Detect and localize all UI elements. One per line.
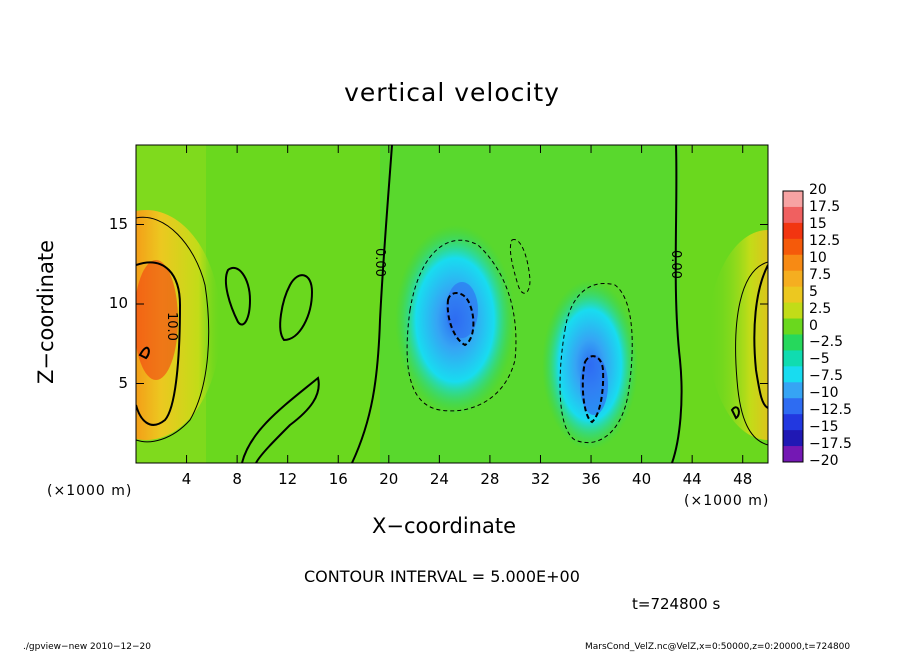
colorbar-swatch [783, 238, 803, 256]
colorbar-frame [782, 190, 804, 463]
x-tick-label: 36 [581, 470, 601, 488]
footer-right: MarsCond_VelZ.nc@VelZ,x=0:50000,z=0:2000… [585, 642, 851, 652]
x-unit-label-right: (×1000 m) [684, 493, 770, 509]
y-axis-label: Z−coordinate [34, 240, 58, 384]
colorbar-swatch [783, 398, 803, 415]
colorbar [782, 190, 804, 463]
colorbar-label: 0 [809, 317, 818, 334]
x-tick-label: 24 [429, 470, 449, 488]
contour-15-right [730, 406, 740, 420]
y-tick-label: 15 [108, 214, 128, 233]
colorbar-swatch [783, 350, 803, 367]
contour-label-zero-1: 0.00 [372, 248, 387, 277]
colorbar-label: 2.5 [809, 300, 832, 317]
y-axis-ticks [136, 224, 768, 384]
colorbar-label: −15 [809, 419, 839, 436]
x-tick-label: 16 [328, 470, 348, 488]
x-tick-label: 44 [682, 470, 702, 488]
x-axis-label: X−coordinate [372, 514, 516, 538]
colorbar-swatch [783, 446, 803, 463]
colorbar-label: −10 [809, 385, 839, 402]
colorbar-label: 7.5 [809, 266, 832, 283]
colorbar-label: −5 [809, 351, 830, 368]
colorbar-swatch [783, 286, 803, 304]
x-tick-label: 20 [379, 470, 399, 488]
x-unit-label-left: (×1000 m) [47, 483, 133, 499]
contour-15-left [138, 346, 150, 360]
zero-contour-line-2 [671, 145, 683, 463]
updraft-left-core [136, 260, 178, 380]
colorbar-swatch [783, 366, 803, 383]
colorbar-swatch [783, 254, 803, 272]
colorbar-label: −20 [809, 453, 839, 469]
x-tick-label: 48 [733, 470, 753, 488]
x-tick-label: 40 [632, 470, 652, 488]
x-tick-label: 8 [232, 470, 242, 488]
colorbar-label: −17.5 [809, 436, 852, 453]
heatmap-field [136, 145, 768, 463]
contour-label-ten: 10.0 [164, 312, 179, 341]
y-tick-label: 5 [118, 373, 128, 392]
x-tick-label: 12 [278, 470, 298, 488]
colorbar-label: 15 [809, 215, 827, 232]
contour-5-right [735, 261, 768, 446]
contour-neg10-right [581, 355, 605, 424]
contour-5-left [136, 216, 210, 443]
colorbar-swatch [783, 302, 803, 320]
colorbar-swatch [783, 222, 803, 240]
updraft-right [708, 230, 768, 440]
footer-left: ./gpview−new 2010−12−20 [23, 642, 151, 652]
colorbar-swatch [783, 206, 803, 224]
colorbar-label: −7.5 [809, 368, 843, 385]
contour-neg5-small [509, 239, 531, 294]
chart-title: vertical velocity [344, 78, 560, 107]
colorbar-label: 10 [809, 249, 827, 266]
colorbar-swatch [783, 430, 803, 447]
x-axis-ticks [186, 145, 744, 463]
heatmap-plot-area: 0.00 0.00 10.0 [135, 144, 769, 464]
colorbar-swatch [783, 334, 803, 351]
contour-positive-blob-3 [241, 376, 320, 463]
contour-10-right [753, 264, 768, 409]
colorbar-label: −2.5 [809, 334, 843, 351]
colorbar-swatch [783, 270, 803, 288]
zero-contour-line-1 [351, 145, 393, 463]
colorbar-label: −12.5 [809, 402, 852, 419]
colorbar-label: 20 [809, 182, 827, 198]
contour-label-zero-2: 0.00 [668, 250, 683, 279]
contour-10-left [136, 261, 182, 426]
contour-interval-label: CONTOUR INTERVAL = 5.000E+00 [304, 567, 580, 586]
downdraft-left-core [446, 282, 478, 338]
x-tick-label: 4 [181, 470, 192, 488]
contour-neg5-right [559, 283, 633, 444]
colorbar-swatch [783, 382, 803, 399]
colorbar-swatch [783, 414, 803, 431]
x-tick-label: 28 [480, 470, 500, 488]
colorbar-label: 12.5 [809, 232, 841, 249]
time-label: t=724800 s [632, 595, 721, 613]
contour-positive-blob-1 [224, 267, 252, 326]
colorbar-label: 17.5 [809, 198, 841, 215]
contour-positive-blob-2 [279, 274, 314, 342]
x-tick-label: 32 [530, 470, 551, 488]
colorbar-swatch [783, 318, 803, 335]
colorbar-swatch [783, 191, 803, 208]
y-tick-label: 10 [108, 294, 128, 312]
colorbar-label: 5 [809, 283, 818, 300]
